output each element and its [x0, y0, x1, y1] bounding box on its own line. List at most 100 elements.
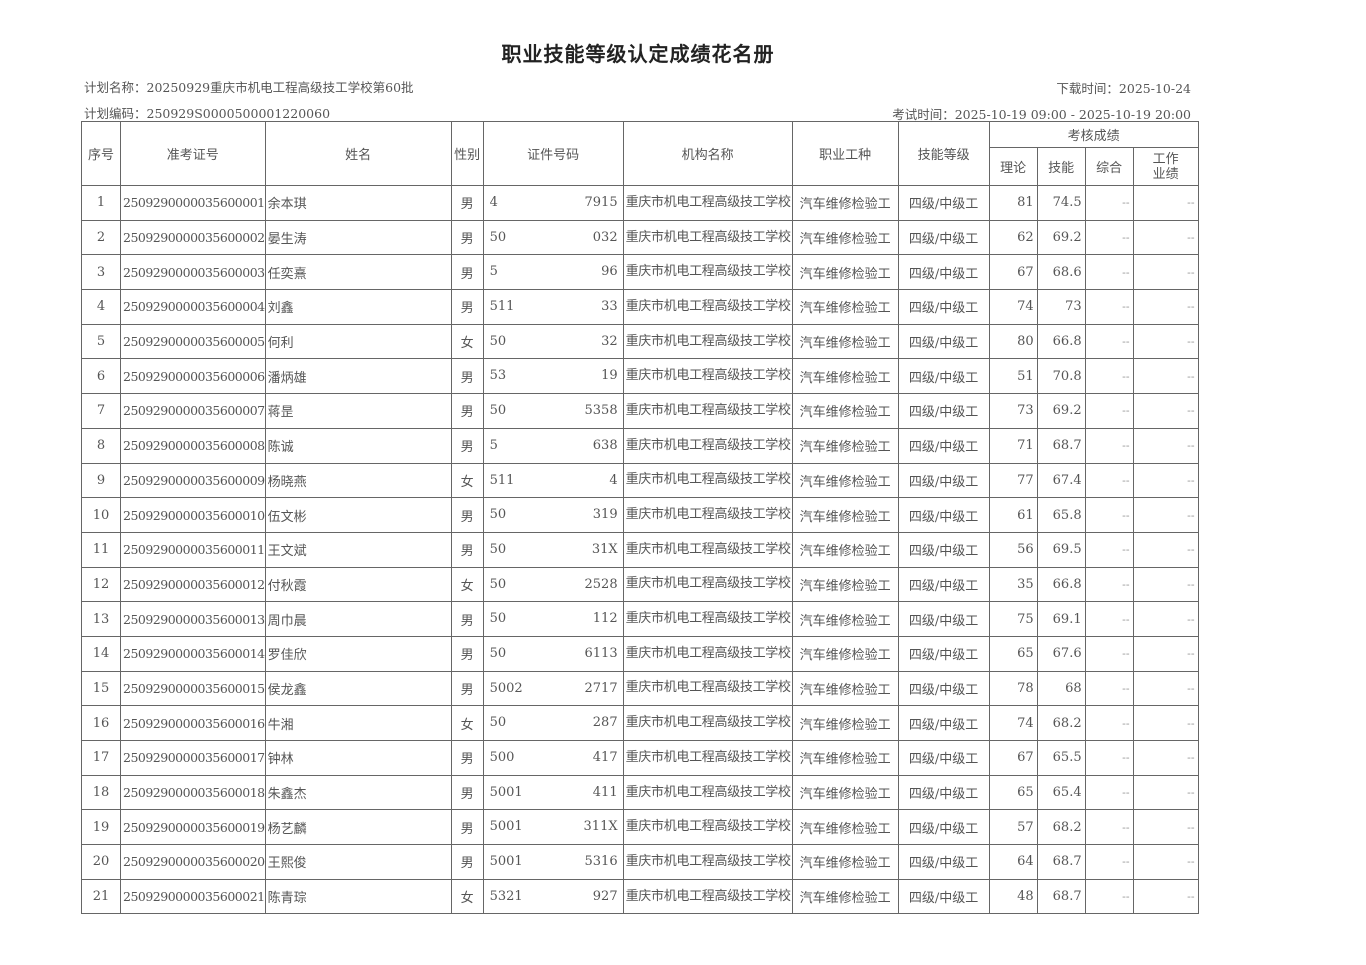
org-cell: 重庆市机电工程高级技工学校	[622, 809, 793, 846]
name-cell: 蒋昰	[264, 393, 452, 429]
gender-cell: 男	[450, 774, 484, 811]
gender-cell: 女	[450, 878, 484, 915]
skill-score-cell: 69.5	[1036, 531, 1086, 568]
id-prefix: 5	[489, 437, 498, 453]
ticket-cell: 2509290000035600018	[120, 774, 266, 811]
ticket-cell: 2509290000035600005	[120, 323, 266, 360]
name-cell: 牛湘	[264, 705, 452, 741]
skill-score-cell: 65.8	[1036, 497, 1086, 533]
overall-score-cell: --	[1084, 427, 1134, 464]
overall-score-cell: --	[1084, 254, 1134, 291]
id-suffix: 31X	[591, 541, 618, 557]
seq-cell: 6	[81, 358, 121, 395]
level-cell: 四级/中级工	[897, 497, 990, 533]
id-suffix: 7915	[584, 195, 618, 210]
skill-score-cell: 68.7	[1036, 844, 1086, 880]
id-cell: 50 6113	[482, 635, 624, 672]
overall-score-cell: --	[1084, 289, 1134, 325]
id-suffix: 4	[609, 472, 618, 488]
org-cell: 重庆市机电工程高级技工学校	[622, 531, 793, 568]
id-suffix: 96	[601, 264, 618, 280]
overall-score-cell: --	[1084, 740, 1134, 776]
work-score-cell: --	[1132, 844, 1199, 880]
gender-cell: 男	[450, 254, 484, 291]
table-row: 21 2509290000035600021 陈青琮 女 5321 927 重庆市…	[81, 878, 1199, 915]
id-cell: 5001 5316	[482, 844, 624, 880]
id-cell: 511 33	[482, 289, 624, 325]
gender-cell: 男	[450, 635, 484, 672]
ticket-cell: 2509290000035600002	[120, 219, 266, 256]
id-prefix: 511	[489, 472, 515, 488]
id-prefix: 50	[489, 507, 507, 523]
exam-time: 考试时间：2025-10-19 09:00 - 2025-10-19 20:00	[892, 107, 1191, 122]
gender-cell: 女	[450, 323, 484, 360]
name-cell: 何利	[264, 323, 452, 360]
seq-cell: 18	[81, 774, 121, 811]
seq-cell: 9	[81, 462, 121, 499]
ticket-cell: 2509290000035600001	[120, 185, 266, 221]
org-cell: 重庆市机电工程高级技工学校	[622, 670, 793, 707]
id-prefix: 50	[489, 541, 507, 557]
name-cell: 钟林	[264, 740, 452, 776]
id-prefix: 5001	[489, 819, 523, 835]
overall-score-cell: --	[1084, 219, 1134, 256]
theory-score-cell: 71	[988, 427, 1038, 464]
id-cell: 5001 311X	[482, 809, 624, 846]
theory-score-cell: 51	[988, 358, 1038, 395]
job-cell: 汽车维修检验工	[791, 670, 899, 707]
name-cell: 余本琪	[264, 185, 452, 221]
org-cell: 重庆市机电工程高级技工学校	[622, 497, 793, 533]
gender-cell: 男	[450, 740, 484, 776]
skill-score-cell: 74.5	[1036, 185, 1086, 221]
ticket-cell: 2509290000035600004	[120, 289, 266, 325]
id-cell: 511 4	[482, 462, 624, 499]
id-suffix: 287	[592, 715, 618, 731]
name-cell: 陈诚	[264, 427, 452, 464]
id-cell: 50 112	[482, 601, 624, 637]
id-cell: 50 32	[482, 323, 624, 360]
header-level: 技能等级	[897, 121, 990, 186]
work-score-cell: --	[1132, 289, 1199, 325]
org-cell: 重庆市机电工程高级技工学校	[622, 254, 793, 291]
job-cell: 汽车维修检验工	[791, 531, 899, 568]
level-cell: 四级/中级工	[897, 566, 990, 603]
org-cell: 重庆市机电工程高级技工学校	[622, 219, 793, 256]
name-cell: 周巾晨	[264, 601, 452, 637]
theory-score-cell: 64	[988, 844, 1038, 880]
theory-score-cell: 48	[988, 878, 1038, 915]
overall-score-cell: --	[1084, 601, 1134, 637]
work-score-cell: --	[1132, 462, 1199, 499]
overall-score-cell: --	[1084, 185, 1134, 221]
name-cell: 陈青琮	[264, 878, 452, 915]
gender-cell: 男	[450, 219, 484, 256]
table-row: 1 2509290000035600001 余本琪 男 4 7915 重庆市机电工…	[81, 185, 1199, 221]
name-cell: 付秋霞	[264, 566, 452, 603]
level-cell: 四级/中级工	[897, 809, 990, 846]
overall-score-cell: --	[1084, 809, 1134, 846]
ticket-cell: 2509290000035600003	[120, 254, 266, 291]
level-cell: 四级/中级工	[897, 358, 990, 395]
header-theory: 理论	[988, 147, 1038, 186]
job-cell: 汽车维修检验工	[791, 740, 899, 776]
name-cell: 任奕熹	[264, 254, 452, 291]
org-cell: 重庆市机电工程高级技工学校	[622, 844, 793, 880]
id-cell: 50 5358	[482, 393, 624, 429]
work-score-cell: --	[1132, 670, 1199, 707]
skill-score-cell: 69.2	[1036, 393, 1086, 429]
table-row: 11 2509290000035600011 王文斌 男 50 31X 重庆市机电…	[81, 531, 1199, 568]
work-score-cell: --	[1132, 601, 1199, 637]
org-cell: 重庆市机电工程高级技工学校	[622, 635, 793, 672]
id-prefix: 50	[489, 333, 507, 349]
name-cell: 刘鑫	[264, 289, 452, 325]
work-score-cell: --	[1132, 809, 1199, 846]
ticket-cell: 2509290000035600015	[120, 670, 266, 707]
skill-score-cell: 67.4	[1036, 462, 1086, 499]
overall-score-cell: --	[1084, 497, 1134, 533]
id-suffix: 2717	[584, 680, 618, 696]
level-cell: 四级/中级工	[897, 219, 990, 256]
theory-score-cell: 62	[988, 219, 1038, 256]
ticket-cell: 2509290000035600010	[120, 497, 266, 533]
job-cell: 汽车维修检验工	[791, 844, 899, 880]
skill-score-cell: 69.1	[1036, 601, 1086, 637]
seq-cell: 16	[81, 705, 121, 741]
